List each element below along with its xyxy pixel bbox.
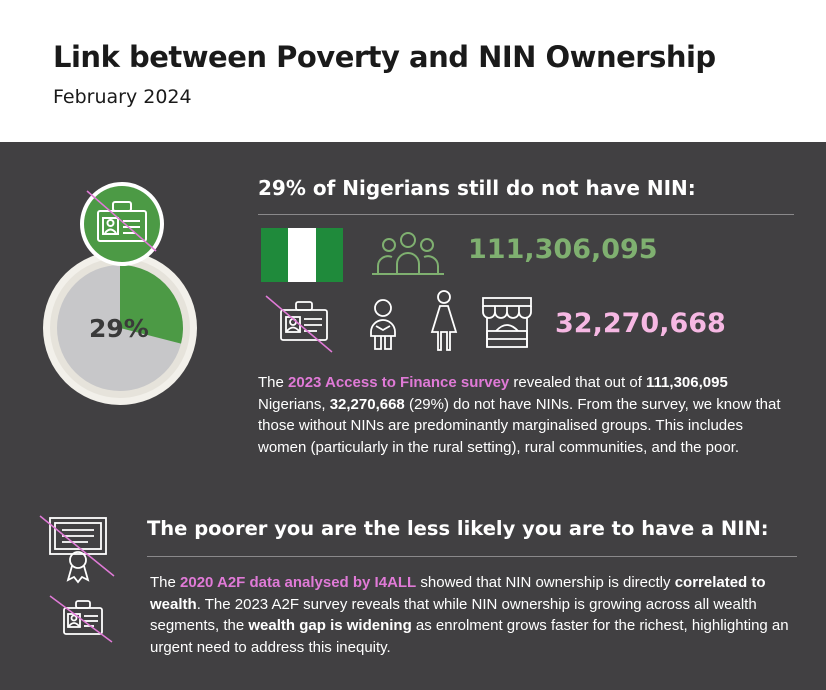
section1-heading: 29% of Nigerians still do not have NIN:: [258, 176, 696, 200]
text-span: (29%) do not have NINs. From the survey,…: [258, 395, 781, 456]
section1-paragraph: The 2023 Access to Finance survey reveal…: [258, 372, 788, 458]
section2-divider: [147, 556, 797, 557]
bold-total: 111,306,095: [646, 374, 728, 391]
id-card-badge-icon: [80, 182, 164, 266]
text-span: Nigerians,: [258, 395, 330, 413]
header: Link between Poverty and NIN Ownership F…: [0, 0, 826, 142]
text-span: revealed that out of: [509, 374, 647, 391]
market-stall-icon: [482, 297, 532, 348]
elderly-person-icon: [370, 299, 396, 350]
a2f-data-link[interactable]: 2020 A2F data analysed by I4ALL: [180, 574, 417, 591]
text-span: as enrolment grows faster for the riches…: [150, 617, 789, 656]
total-population-value: 111,306,095: [468, 234, 658, 265]
without-nin-value: 32,270,668: [555, 308, 726, 339]
section2-paragraph: The 2020 A2F data analysed by I4ALL show…: [150, 572, 800, 658]
nigeria-flag-icon: [261, 228, 343, 282]
bold-without-nin: 32,270,668: [329, 395, 405, 413]
pie-percent-label: 29%: [89, 314, 149, 343]
certificate-crossed-icon: [39, 515, 115, 584]
id-card-crossed-icon: [265, 295, 333, 353]
text-span: The: [258, 374, 289, 391]
bold-wealth-gap: wealth gap is widening: [248, 617, 412, 634]
text-span: showed that NIN ownership is directly: [416, 574, 675, 591]
text-span: The: [150, 574, 181, 591]
page-title: Link between Poverty and NIN Ownership: [53, 40, 716, 74]
page-subtitle: February 2024: [53, 86, 192, 108]
pie-chart: [43, 251, 197, 405]
pie-slice-without-nin: [120, 265, 184, 344]
woman-icon: [430, 290, 458, 351]
section2-heading: The poorer you are the less likely you a…: [147, 517, 769, 540]
survey-link[interactable]: 2023 Access to Finance survey: [288, 374, 510, 391]
people-group-icon: [372, 232, 444, 275]
bold-correlated: correlated to wealth: [150, 574, 766, 613]
id-card-crossed-small-icon: [49, 595, 113, 643]
text-span: . The 2023 A2F survey reveals that while…: [150, 595, 757, 635]
section1-divider: [258, 214, 794, 215]
